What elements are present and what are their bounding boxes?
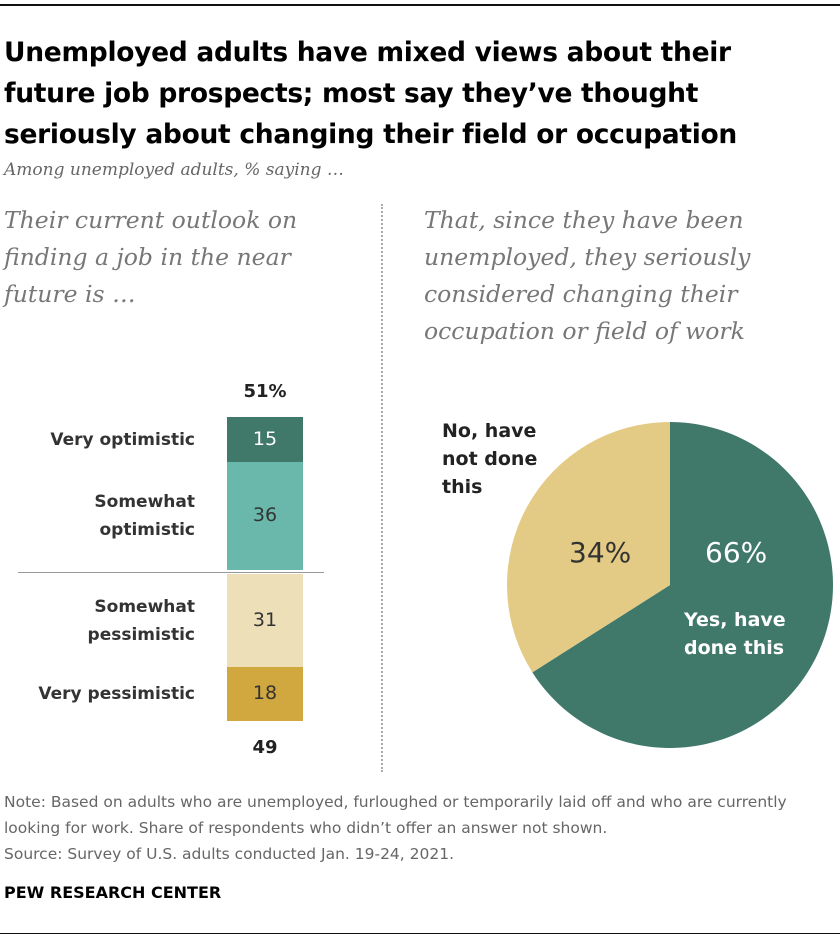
footnote: Note: Based on adults who are unemployed…	[4, 789, 834, 867]
pie-slice-yes	[532, 422, 833, 748]
top-rule	[0, 4, 840, 6]
bottom-rule	[0, 933, 840, 934]
pie-category-label: No, have not done this	[442, 420, 538, 498]
bar-value-label: 31	[252, 608, 278, 631]
bar-value-label: 15	[252, 427, 278, 450]
note-text: Note: Based on adults who are unemployed…	[4, 793, 787, 837]
bar-category-label: Somewhat pessimistic	[87, 596, 195, 645]
bar-value-label: 36	[252, 504, 278, 526]
bar-segment-very-optimistic	[227, 417, 303, 462]
pie-percent-label: 66%	[705, 536, 768, 569]
optimistic-total: 51%	[243, 381, 287, 402]
chart-title: Unemployed adults have mixed views about…	[4, 37, 737, 150]
bar-segment-very-pessimistic	[227, 667, 303, 721]
pie-percent-label: 34%	[569, 536, 632, 569]
pessimistic-total: 49	[252, 737, 278, 758]
bar-segment-somewhat-optimistic	[227, 462, 303, 570]
right-panel-heading: That, since they have been unemployed, t…	[424, 206, 751, 345]
bar-value-label: 18	[252, 682, 278, 704]
left-panel-heading: Their current outlook on finding a job i…	[4, 206, 298, 308]
optimism-separator	[18, 572, 324, 573]
bar-category-label: Very pessimistic	[38, 684, 195, 704]
chart-subtitle: Among unemployed adults, % saying …	[4, 160, 344, 180]
brand-logo-text: PEW RESEARCH CENTER	[4, 883, 222, 902]
bar-category-label: Very optimistic	[50, 429, 195, 450]
bar-segment-somewhat-pessimistic	[227, 574, 303, 667]
source-text: Source: Survey of U.S. adults conducted …	[4, 845, 455, 863]
bar-category-label: Somewhat optimistic	[94, 492, 195, 540]
pie-category-label: Yes, have done this	[684, 609, 786, 659]
panel-divider	[381, 204, 383, 772]
